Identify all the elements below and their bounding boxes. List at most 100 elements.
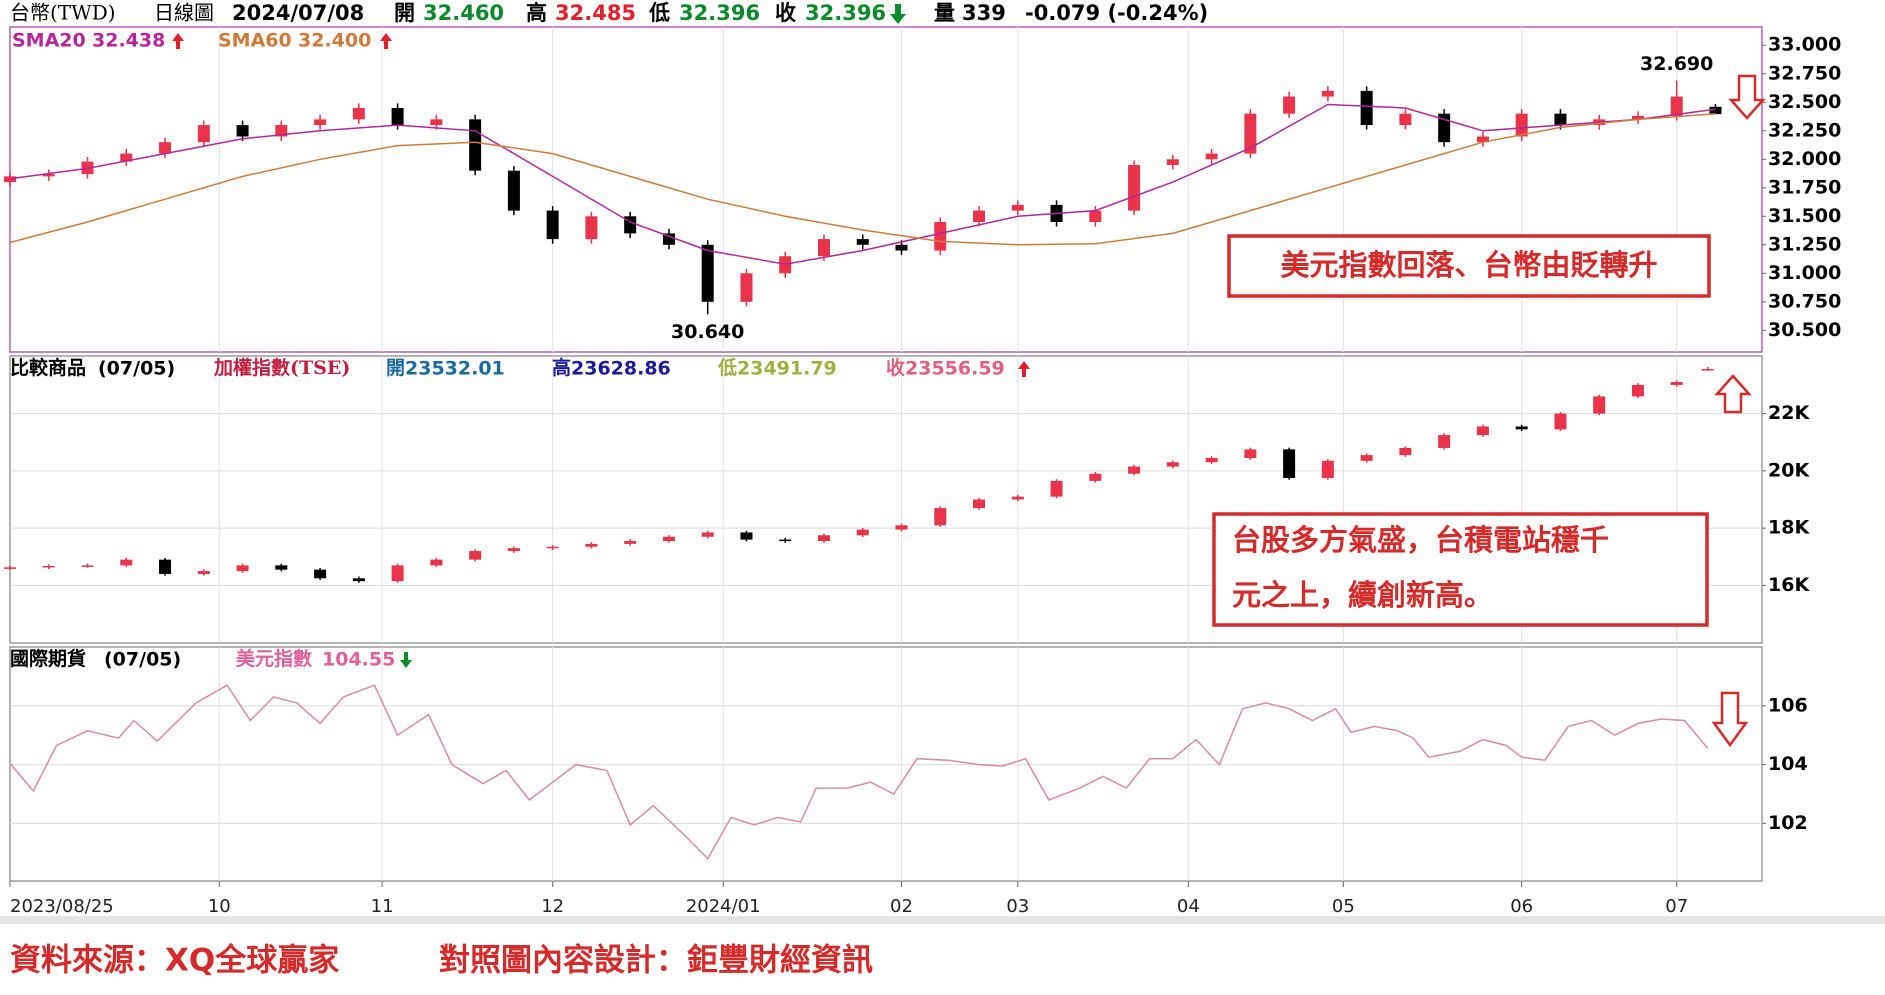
legend-value: 104.55 — [322, 649, 395, 671]
series-line — [9, 112, 1716, 246]
candle-body — [817, 535, 830, 542]
candle-body — [1128, 466, 1141, 474]
up-arrow-icon — [1714, 374, 1752, 414]
field-value: 32.485 — [555, 1, 636, 25]
candle-body — [701, 244, 714, 302]
y-tick-label: 31.750 — [1768, 176, 1841, 198]
candle-body — [1709, 106, 1722, 115]
x-tick-label: 2024/01 — [686, 896, 761, 917]
candle-body — [1631, 384, 1644, 397]
quote-value: 23556.59 — [905, 358, 1005, 380]
x-tick-label: 2023/08/25 — [10, 896, 114, 917]
candle-body — [352, 578, 365, 582]
change: -0.079 (-0.24%) — [1025, 1, 1208, 25]
candle-body — [81, 565, 94, 567]
candle-body — [1205, 153, 1218, 160]
candle-body — [314, 119, 327, 126]
candle-body — [1128, 164, 1141, 211]
candle-body — [895, 244, 908, 251]
candle-body — [1166, 462, 1179, 467]
x-tick-label: 07 — [1665, 896, 1688, 917]
footer-text: 對照圖內容設計：鉅豐財經資訊 — [439, 943, 873, 979]
field-label: 量 — [934, 1, 955, 25]
candle-body — [507, 170, 520, 211]
down-arrow-icon — [1711, 691, 1749, 748]
legend-name: SMA20 — [12, 30, 86, 52]
quote-value: 23532.01 — [405, 358, 505, 380]
down-icon — [890, 4, 906, 24]
y-tick-label: 18K — [1768, 517, 1810, 539]
candle-body — [1244, 449, 1257, 458]
x-tick-label: 10 — [208, 896, 231, 917]
y-tick-label: 32.250 — [1768, 119, 1841, 141]
panel-date: (07/05) — [104, 649, 181, 671]
candle-body — [42, 565, 55, 568]
candle-body — [1554, 413, 1567, 430]
panel-frame — [9, 26, 1763, 353]
y-tick-label: 31.500 — [1768, 205, 1841, 227]
candle-body — [662, 536, 675, 542]
candle-body — [314, 569, 327, 579]
callout-box — [1227, 234, 1711, 298]
y-tick-label: 102 — [1768, 812, 1808, 834]
candle-body — [1244, 113, 1257, 154]
candle-body — [1438, 435, 1451, 448]
candle-body — [4, 567, 16, 569]
field-label: 低 — [648, 1, 670, 25]
candle-body — [1399, 113, 1412, 126]
candle-body — [740, 532, 753, 540]
candle-body — [1554, 113, 1567, 126]
y-tick-label: 106 — [1768, 694, 1808, 716]
candle-body — [430, 559, 443, 566]
quote-label: 收 — [886, 356, 905, 379]
candle-body — [1701, 368, 1714, 371]
candle-body — [1593, 396, 1606, 414]
x-tick-label: 05 — [1332, 896, 1355, 917]
candle-body — [236, 565, 249, 572]
field-label: 開 — [394, 1, 415, 25]
field-value: 32.396 — [679, 1, 760, 25]
candle-body — [1166, 159, 1179, 165]
candle-body — [934, 222, 947, 251]
x-tick-label: 02 — [890, 896, 913, 917]
candle-body — [1011, 496, 1024, 500]
down-icon — [400, 652, 412, 668]
candle-body — [662, 233, 675, 245]
plot-layer: 33.000 32.750 32.500 32.250 32.000 31.750 31.5… — [4, 27, 1841, 917]
field-label: 收 — [775, 1, 796, 25]
quote-label: 高 — [552, 356, 571, 379]
y-tick-label: 32.750 — [1768, 62, 1841, 84]
field-label: 高 — [526, 1, 547, 25]
legend-value: 32.438 — [92, 30, 165, 52]
callout-box — [1212, 512, 1709, 627]
x-tick-label: 04 — [1177, 896, 1200, 917]
y-tick-label: 104 — [1768, 753, 1808, 775]
quote-value: 23628.86 — [571, 358, 671, 380]
candle-body — [469, 551, 482, 560]
y-tick-label: 31.000 — [1768, 262, 1841, 284]
candle-body — [740, 273, 753, 302]
candle-body — [120, 559, 133, 566]
x-tick-label: 06 — [1510, 896, 1533, 917]
candle-body — [856, 239, 869, 245]
field-value: 339 — [962, 1, 1006, 25]
candle-body — [1205, 457, 1218, 463]
candle-body — [1321, 90, 1334, 97]
candle-body — [1631, 115, 1644, 120]
candle-body — [4, 176, 16, 183]
y-tick-label: 32.500 — [1768, 91, 1841, 113]
candle-body — [1670, 382, 1683, 385]
candle-body — [1476, 426, 1489, 436]
y-tick-label: 16K — [1768, 574, 1810, 596]
callout-text: 元之上，續創新高。 — [1232, 578, 1493, 612]
candle-body — [159, 142, 172, 154]
candle-body — [546, 546, 559, 549]
y-tick-label: 20K — [1768, 459, 1810, 481]
candle-body — [973, 499, 986, 509]
annotation: 30.640 — [671, 321, 744, 343]
candle-body — [1515, 426, 1528, 430]
candle-body — [391, 565, 404, 582]
panel-title: 比較商品 — [10, 356, 86, 379]
candle-body — [1089, 210, 1102, 222]
